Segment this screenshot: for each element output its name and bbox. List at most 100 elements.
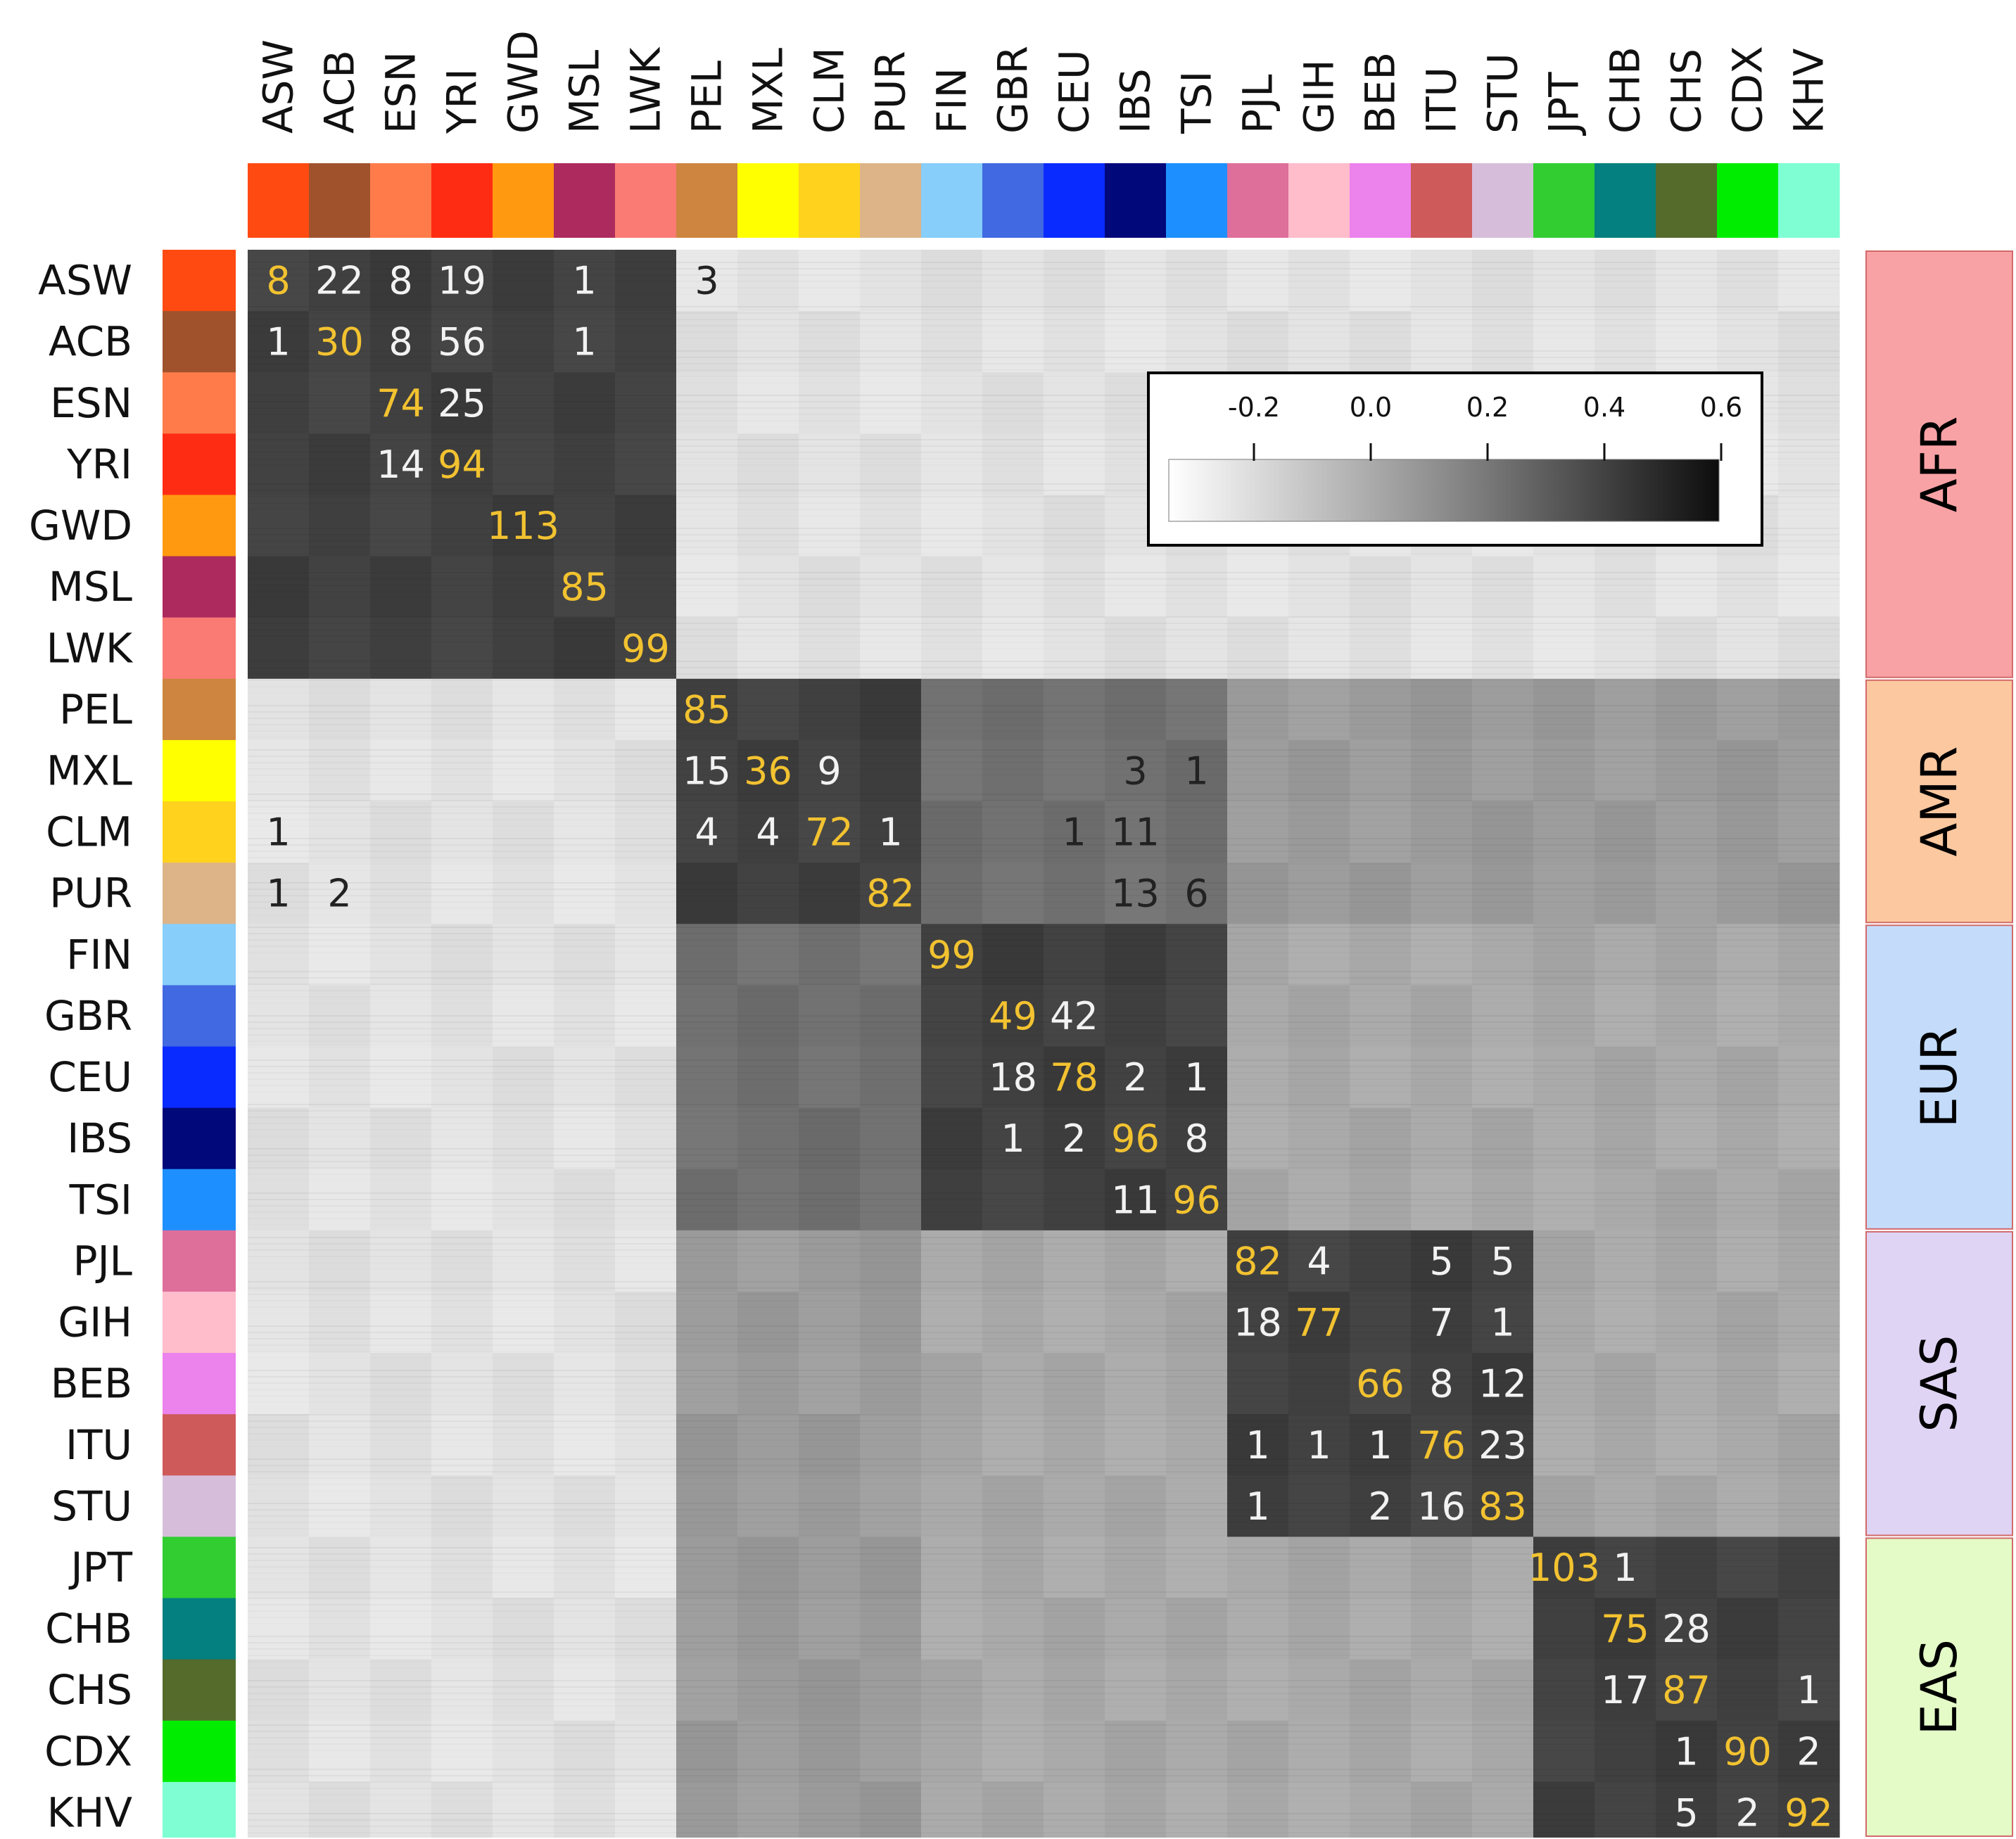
cell-count-label: 1 (1001, 1116, 1025, 1161)
heatmap-cell (1778, 1107, 1840, 1170)
heatmap-cell (799, 433, 861, 496)
super-population-box (1865, 1230, 2013, 1536)
heatmap-cell (1166, 1230, 1228, 1292)
heatmap-cell (1411, 1414, 1473, 1476)
heatmap-cell (1472, 801, 1534, 863)
heatmap-cell (1288, 617, 1350, 680)
heatmap-cell (921, 1169, 983, 1231)
heatmap-cell (1166, 1353, 1228, 1415)
heatmap-cell (309, 1046, 371, 1109)
heatmap-cell (737, 1414, 799, 1476)
heatmap-cell (1227, 1659, 1289, 1722)
super-population-label: AFR (1910, 416, 1968, 513)
heatmap-cell (982, 250, 1044, 312)
heatmap-cell (554, 739, 616, 802)
heatmap-cell (554, 1536, 616, 1599)
heatmap-cell (799, 1475, 861, 1538)
cell-count-label: 11 (1111, 1178, 1160, 1222)
heatmap-cell (1227, 1781, 1289, 1838)
heatmap-cell (1166, 1781, 1228, 1838)
column-color-swatch (1778, 163, 1840, 238)
heatmap-cell (248, 1353, 310, 1415)
row-color-swatch (163, 1291, 236, 1354)
heatmap-cell (737, 556, 799, 618)
heatmap-cell (1595, 1107, 1656, 1170)
heatmap-cell (737, 311, 799, 373)
heatmap-cell (554, 1353, 616, 1415)
heatmap-cell (860, 311, 922, 373)
heatmap-cell (1778, 1046, 1840, 1109)
heatmap-cell (737, 1353, 799, 1415)
heatmap-cell (1778, 311, 1840, 373)
heatmap-cell (1717, 1107, 1779, 1170)
heatmap-cell (676, 678, 738, 741)
heatmap-cell (1105, 1659, 1167, 1722)
heatmap-cell (1533, 1475, 1595, 1538)
heatmap-cell (615, 250, 677, 312)
row-color-swatch (163, 1230, 236, 1292)
column-label: MXL (744, 48, 792, 134)
heatmap-cell (1350, 1230, 1412, 1292)
cell-count-label: 49 (989, 994, 1037, 1038)
heatmap-cell (1472, 985, 1534, 1048)
heatmap-cell (921, 1046, 983, 1109)
heatmap-cell (982, 801, 1044, 863)
row-color-swatch (163, 1107, 236, 1170)
row-color-swatch (163, 250, 236, 312)
heatmap-cell (1533, 739, 1595, 802)
heatmap-cell (1595, 1414, 1656, 1476)
heatmap-cell (1105, 924, 1167, 986)
heatmap-cell (737, 1781, 799, 1838)
heatmap-cell (1533, 1107, 1595, 1170)
heatmap-cell (1350, 556, 1412, 618)
heatmap-cell (615, 495, 677, 557)
heatmap-cell (982, 1169, 1044, 1231)
heatmap-cell (1778, 1169, 1840, 1231)
heatmap-cell (309, 1107, 371, 1170)
row-labels: ASW ACB ESN YRI GWD MSL LWK PEL MXL CLM PUR FIN GBR C… (29, 257, 134, 1837)
heatmap-cell (676, 1536, 738, 1599)
heatmap-cell (1350, 250, 1412, 312)
heatmap-cell (309, 1659, 371, 1722)
heatmap-cell (921, 1598, 983, 1660)
heatmap-cell (309, 495, 371, 557)
colorbar-legend: -0.2 0.0 0.2 0.4 0.6 (1147, 371, 1763, 547)
cell-count-label: 1 (572, 259, 596, 303)
column-color-swatch (1044, 163, 1105, 238)
heatmap-cell (1595, 1536, 1656, 1599)
heatmap-cell (431, 739, 493, 802)
column-color-swatch (1350, 163, 1412, 238)
row-color-swatch (163, 311, 236, 373)
column-label: ITU (1418, 67, 1466, 134)
heatmap-cell (493, 1414, 554, 1476)
heatmap-cell (1717, 1781, 1779, 1838)
heatmap-cell (860, 1107, 922, 1170)
heatmap-cell (1411, 556, 1473, 618)
heatmap-cell (1350, 1475, 1412, 1538)
heatmap-cell (1350, 1414, 1412, 1476)
heatmap-cell (676, 433, 738, 496)
column-color-bar (248, 163, 1840, 238)
heatmap-cell (982, 1230, 1044, 1292)
heatmap-cell (921, 678, 983, 741)
heatmap-cell (1105, 1414, 1167, 1476)
heatmap-cell (1778, 739, 1840, 802)
heatmap-cell (676, 924, 738, 986)
heatmap-cell (554, 250, 616, 312)
heatmap-cell (493, 924, 554, 986)
cell-count-label: 1 (266, 810, 290, 855)
heatmap-cell (676, 739, 738, 802)
heatmap-cell (1533, 801, 1595, 863)
heatmap-cell (431, 495, 493, 557)
heatmap-cell (860, 1291, 922, 1354)
column-color-swatch (799, 163, 861, 238)
colorbar-tick-label: 0.6 (1700, 392, 1742, 423)
heatmap-cell (309, 311, 371, 373)
heatmap-cell (1533, 1536, 1595, 1599)
super-population-label: EAS (1910, 1639, 1968, 1736)
cell-count-label: 3 (695, 259, 718, 303)
heatmap-cell (1044, 678, 1105, 741)
heatmap-cell (737, 1291, 799, 1354)
heatmap-cell (1411, 739, 1473, 802)
